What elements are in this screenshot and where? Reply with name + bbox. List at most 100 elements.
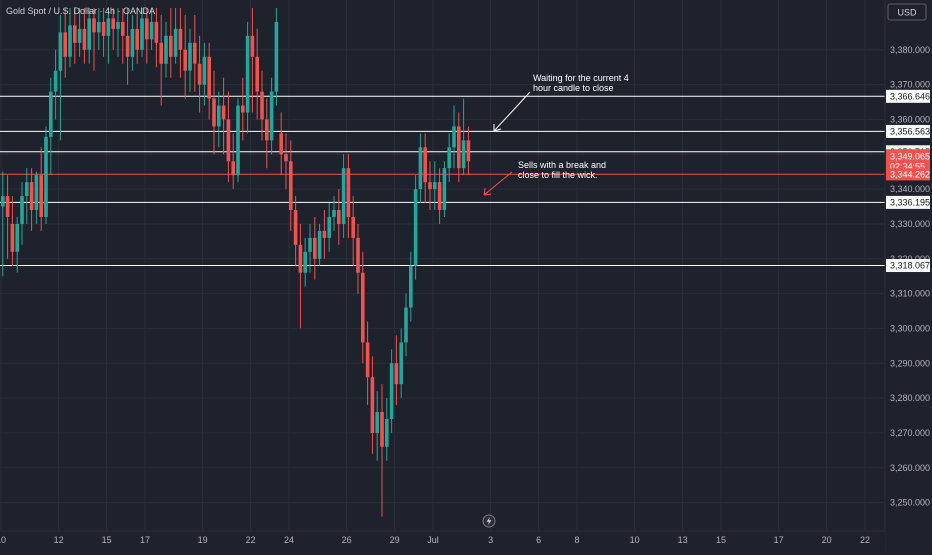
candle-body <box>265 119 269 141</box>
candle-body <box>317 230 322 259</box>
candle <box>293 196 298 266</box>
candle <box>361 251 365 364</box>
currency-button[interactable]: USD <box>887 3 927 21</box>
candle-body <box>380 412 384 447</box>
candle <box>442 161 447 217</box>
price-tick-label: 3,310.000 <box>890 289 930 299</box>
candle-body <box>68 25 72 57</box>
candle-body <box>116 21 120 29</box>
candle-body <box>385 418 389 447</box>
candle-body <box>284 154 288 162</box>
price-tick-label: 3,270.000 <box>890 428 930 438</box>
annotation-line: Sells with a break and <box>518 160 606 170</box>
candle-body <box>53 70 58 92</box>
candle <box>135 8 139 64</box>
candle <box>20 182 24 245</box>
time-tick-label: 3 <box>488 535 493 545</box>
candle <box>164 21 168 78</box>
candle <box>68 8 72 68</box>
candle <box>82 8 87 64</box>
candle-body <box>145 18 149 40</box>
candle <box>207 42 211 120</box>
candle <box>279 112 283 176</box>
candle-body <box>140 18 144 50</box>
price-axis[interactable]: 3,250.000 3,260.000 3,270.000 3,280.000 3,29… <box>884 0 932 550</box>
candle <box>87 8 91 64</box>
candle <box>380 384 384 517</box>
candle-body <box>260 91 264 120</box>
candle <box>49 77 53 176</box>
candle <box>39 147 43 231</box>
time-tick-label: 6 <box>536 535 541 545</box>
price-tick-label: 3,260.000 <box>890 463 930 473</box>
candle <box>202 42 207 106</box>
candle-body <box>370 377 375 433</box>
candle-body <box>111 18 115 29</box>
current-price-label: 3,344.262 <box>890 169 930 179</box>
candle-body <box>394 363 399 385</box>
candle-body <box>437 182 442 211</box>
candle-body <box>365 342 370 378</box>
candle-body <box>92 18 96 33</box>
candle-body <box>197 63 202 85</box>
candle <box>269 77 274 155</box>
lightning-icon[interactable] <box>482 514 496 528</box>
candle-body <box>29 182 34 211</box>
candle-body <box>389 363 394 419</box>
candle <box>111 8 115 50</box>
candle <box>457 112 461 183</box>
candle-body <box>337 210 341 224</box>
candle-body <box>159 42 163 64</box>
candle-body <box>341 168 346 224</box>
candle-body <box>413 189 418 266</box>
candle <box>394 335 399 406</box>
candle <box>284 133 288 190</box>
candle <box>159 14 163 106</box>
candle-body <box>399 342 403 385</box>
time-tick-label: 17 <box>140 535 150 545</box>
symbol-title: Gold Spot / U.S. Dollar · 4h · OANDA <box>6 6 155 16</box>
candle-body <box>125 35 130 57</box>
candle-body <box>293 210 298 245</box>
candle-body <box>87 18 91 50</box>
candle-body <box>322 230 327 238</box>
time-tick-label: 10 <box>0 535 6 545</box>
candle-body <box>221 105 226 120</box>
annotation-line: close to fill the wick. <box>518 170 598 180</box>
candle-body <box>82 28 87 50</box>
candle <box>29 168 34 231</box>
candle <box>53 49 58 120</box>
candle <box>15 216 19 273</box>
candle-body <box>428 182 432 190</box>
candle-body <box>269 91 274 141</box>
candle-body <box>183 49 187 71</box>
candle <box>154 8 159 68</box>
candle <box>298 223 303 329</box>
candle <box>106 8 111 64</box>
candle-body <box>404 307 408 343</box>
candle-body <box>361 272 365 343</box>
candle-body <box>375 412 379 433</box>
candle-body <box>346 168 351 217</box>
candle <box>236 98 240 183</box>
level-price-tag <box>886 195 930 209</box>
time-axis-background <box>0 531 885 550</box>
time-axis[interactable]: 10 12 15 17 19 22 24 26 29 Jul 3 6 8 10 13 15 17 20 22 <box>0 530 885 550</box>
candle <box>101 8 106 57</box>
candle <box>385 398 389 461</box>
candle-body <box>442 168 447 211</box>
candle <box>404 293 408 357</box>
candle <box>193 14 197 92</box>
level-price-tag <box>886 89 930 103</box>
candle <box>125 8 130 85</box>
candle-body <box>1 196 5 207</box>
candle <box>217 91 221 148</box>
candle <box>241 77 245 141</box>
candle <box>274 8 279 106</box>
candle <box>221 77 226 155</box>
candle-body <box>149 21 154 40</box>
candle-body <box>39 175 43 217</box>
candle-body <box>121 21 125 36</box>
